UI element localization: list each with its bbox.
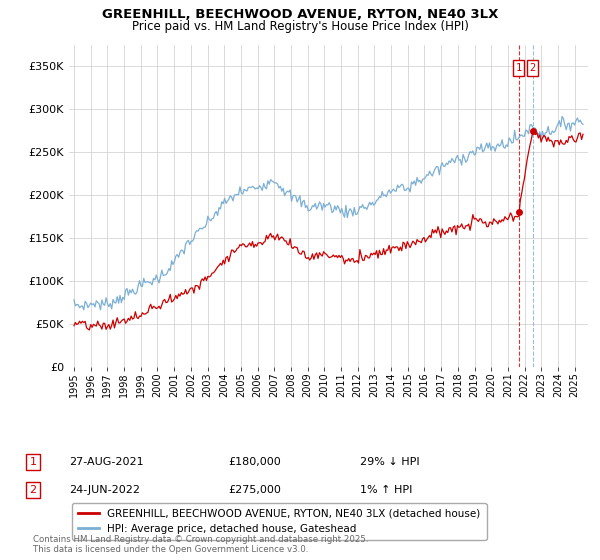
Text: 2011: 2011 bbox=[336, 372, 346, 397]
Text: 2016: 2016 bbox=[419, 372, 430, 397]
Text: 1997: 1997 bbox=[103, 372, 112, 397]
Text: 2002: 2002 bbox=[186, 372, 196, 397]
Text: 2018: 2018 bbox=[453, 372, 463, 397]
Text: 2000: 2000 bbox=[152, 372, 163, 397]
Text: 1: 1 bbox=[29, 457, 37, 467]
Text: 2001: 2001 bbox=[169, 372, 179, 397]
Text: GREENHILL, BEECHWOOD AVENUE, RYTON, NE40 3LX: GREENHILL, BEECHWOOD AVENUE, RYTON, NE40… bbox=[102, 8, 498, 21]
Text: 2023: 2023 bbox=[536, 372, 546, 397]
Text: 1999: 1999 bbox=[136, 372, 146, 397]
Text: 2024: 2024 bbox=[553, 372, 563, 397]
Text: 2010: 2010 bbox=[319, 372, 329, 397]
Text: 1% ↑ HPI: 1% ↑ HPI bbox=[360, 485, 412, 495]
Text: 2008: 2008 bbox=[286, 372, 296, 397]
Text: 2022: 2022 bbox=[520, 372, 530, 397]
Text: 2017: 2017 bbox=[436, 372, 446, 397]
Text: 2005: 2005 bbox=[236, 372, 246, 397]
Text: 2004: 2004 bbox=[219, 372, 229, 397]
Text: 2: 2 bbox=[29, 485, 37, 495]
Text: £180,000: £180,000 bbox=[228, 457, 281, 467]
Text: 2009: 2009 bbox=[302, 372, 313, 397]
Text: 27-AUG-2021: 27-AUG-2021 bbox=[69, 457, 143, 467]
Text: 2019: 2019 bbox=[470, 372, 479, 397]
Text: 2020: 2020 bbox=[486, 372, 496, 397]
Text: 2006: 2006 bbox=[253, 372, 263, 397]
Text: £275,000: £275,000 bbox=[228, 485, 281, 495]
Text: 2: 2 bbox=[529, 63, 536, 73]
Text: Price paid vs. HM Land Registry's House Price Index (HPI): Price paid vs. HM Land Registry's House … bbox=[131, 20, 469, 33]
Text: 1: 1 bbox=[515, 63, 522, 73]
Text: 29% ↓ HPI: 29% ↓ HPI bbox=[360, 457, 419, 467]
Text: 2003: 2003 bbox=[203, 372, 212, 397]
Text: 2025: 2025 bbox=[569, 372, 580, 397]
Text: 1998: 1998 bbox=[119, 372, 129, 397]
Text: 2015: 2015 bbox=[403, 372, 413, 397]
Text: 2007: 2007 bbox=[269, 372, 279, 397]
Text: 2012: 2012 bbox=[353, 372, 363, 397]
Text: 1995: 1995 bbox=[69, 372, 79, 397]
Text: 1996: 1996 bbox=[86, 372, 95, 397]
Text: 2013: 2013 bbox=[370, 372, 379, 397]
Legend: GREENHILL, BEECHWOOD AVENUE, RYTON, NE40 3LX (detached house), HPI: Average pric: GREENHILL, BEECHWOOD AVENUE, RYTON, NE40… bbox=[71, 502, 487, 540]
Text: 2014: 2014 bbox=[386, 372, 396, 397]
Text: 2021: 2021 bbox=[503, 372, 513, 397]
Text: 24-JUN-2022: 24-JUN-2022 bbox=[69, 485, 140, 495]
Text: Contains HM Land Registry data © Crown copyright and database right 2025.
This d: Contains HM Land Registry data © Crown c… bbox=[33, 535, 368, 554]
